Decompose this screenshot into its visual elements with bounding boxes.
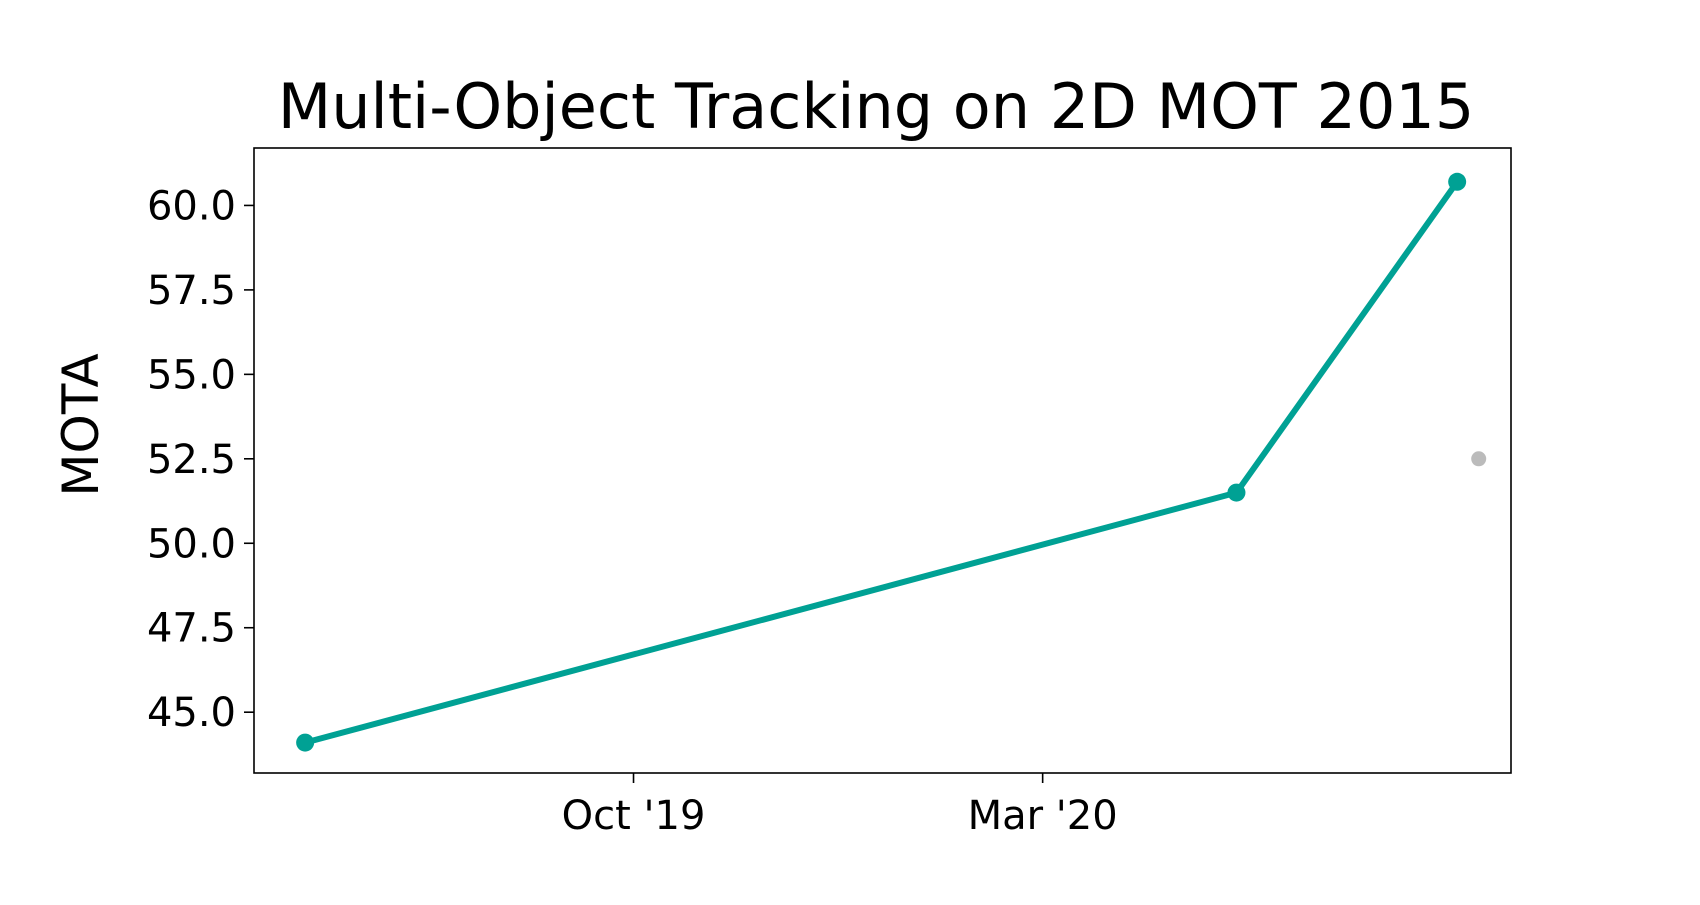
- x-tick-label: Oct '19: [562, 793, 706, 839]
- y-axis-label: MOTA: [52, 353, 110, 496]
- data-point-0-0: [296, 733, 315, 752]
- y-tick-label: 57.5: [147, 268, 236, 314]
- y-tick-label: 47.5: [147, 606, 236, 652]
- data-point-0-2: [1448, 172, 1467, 191]
- y-tick-label: 52.5: [147, 437, 236, 483]
- y-tick-label: 60.0: [147, 183, 236, 229]
- series-line-0: [302, 178, 1461, 746]
- y-tick-label: 45.0: [147, 690, 236, 736]
- y-tick-label: 50.0: [147, 521, 236, 567]
- x-axis-ticks: Oct '19 Mar '20: [562, 773, 1118, 839]
- y-axis-ticks: 45.0 47.5 50.0 52.5 55.0 57.5 60.0: [147, 183, 254, 736]
- data-point-1-0: [1471, 451, 1487, 467]
- chart-title: Multi-Object Tracking on 2D MOT 2015: [278, 70, 1475, 143]
- plot-frame: [253, 147, 1512, 774]
- data-point-0-1: [1227, 483, 1246, 502]
- x-tick-label: Mar '20: [968, 793, 1118, 839]
- y-tick-label: 55.0: [147, 352, 236, 398]
- series-group: [296, 172, 1487, 752]
